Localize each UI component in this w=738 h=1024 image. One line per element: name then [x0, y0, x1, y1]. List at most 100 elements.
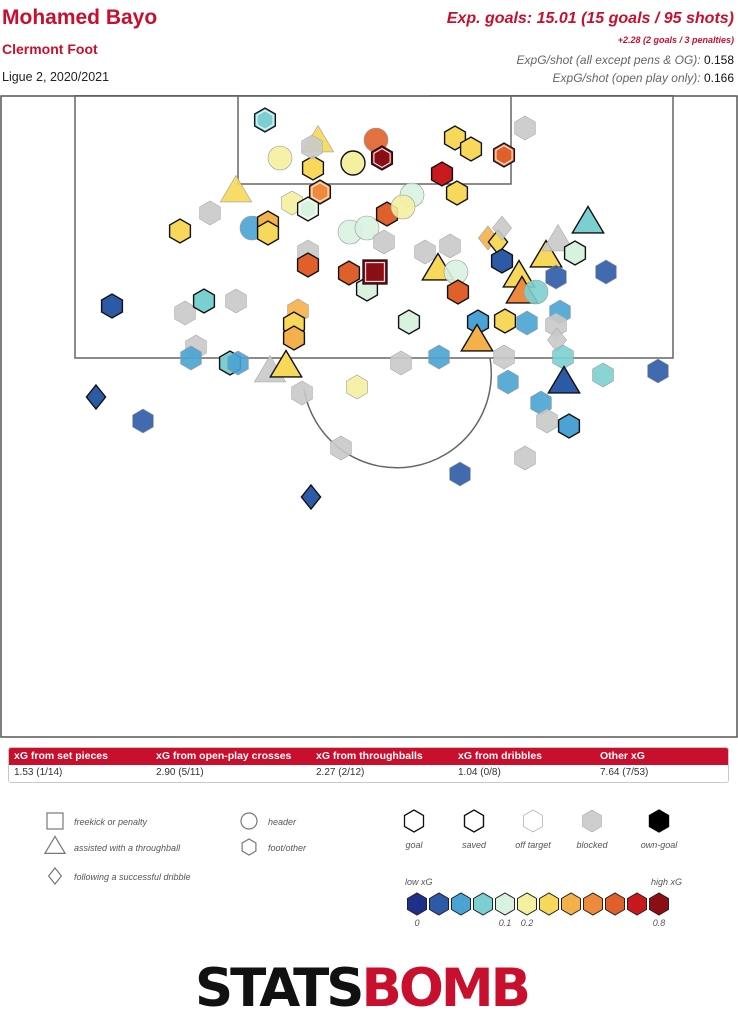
stat-label-dribbles: xG from dribbles	[458, 750, 543, 762]
shot-goal-hexagon	[370, 145, 394, 171]
team-name: Clermont Foot	[2, 41, 98, 57]
shot-blocked-hexagon	[439, 233, 461, 259]
shot-saved-hexagon	[296, 252, 320, 278]
shot-off-triangle	[219, 174, 253, 203]
shot-saved-hexagon	[256, 220, 280, 246]
legend-circle-label: header	[268, 817, 297, 827]
shot-goal-hexagon-goal-ring	[299, 199, 317, 219]
scale-swatch	[561, 892, 581, 916]
shot-blocked-hexagon	[390, 350, 412, 376]
legend-saved-icon	[463, 809, 485, 833]
competition: Ligue 2, 2020/2021	[2, 70, 110, 84]
xg-penalties: +2.28 (2 goals / 3 penalties)	[617, 35, 734, 45]
stat-label-throughballs: xG from throughballs	[316, 750, 423, 762]
xg-breakdown-header: xG from set pieces xG from open-play cro…	[9, 748, 728, 765]
shot-blocked-triangle	[541, 223, 575, 252]
scale-swatch	[605, 892, 625, 916]
shot-saved-hexagon	[557, 413, 581, 439]
legend-triangle-label: assisted with a throughball	[74, 843, 181, 853]
xg-per-shot-value: 0.158	[703, 53, 734, 67]
scale-tick-label: 0.8	[653, 918, 666, 928]
scale-swatch	[517, 892, 537, 916]
legend-off-label: off target	[515, 840, 551, 850]
shot-blocked-hexagon	[414, 239, 436, 265]
shot-blocked-hexagon	[199, 200, 221, 226]
shot-blocked-hexagon	[514, 115, 536, 141]
shot-blocked-hexagon	[330, 435, 352, 461]
legend-diamond-icon	[47, 867, 63, 885]
legend-outcomes: goal saved off target blocked own-goal	[403, 809, 678, 850]
stat-value-throughballs: 2.27 (2/12)	[316, 767, 365, 778]
legend-hexagon-icon	[241, 838, 257, 856]
scale-swatch	[451, 892, 471, 916]
shot-blocked-hexagon	[373, 229, 395, 255]
shot-saved-triangle	[529, 239, 563, 268]
shot-off-hexagon	[497, 369, 519, 395]
scale-tick-label: 0.1	[499, 918, 512, 928]
shot-saved-diamond	[85, 383, 107, 411]
stat-value-set-pieces: 1.53 (1/14)	[14, 767, 63, 778]
legend-circle-icon	[240, 812, 258, 830]
shot-off-hexagon	[227, 350, 249, 376]
scale-swatch	[473, 892, 493, 916]
xg-per-shot-label: ExpG/shot (all except pens & OG):	[516, 53, 701, 67]
shot-off-circle	[523, 279, 549, 305]
shot-saved-diamond	[300, 483, 322, 511]
legend-triangle-icon	[43, 835, 67, 855]
xg-breakdown-values: 1.53 (1/14) 2.90 (5/11) 2.27 (2/12) 1.04…	[9, 765, 728, 782]
shot-off-hexagon	[449, 461, 471, 487]
shot-blocked-hexagon	[536, 408, 558, 434]
shot-blocked-hexagon	[225, 288, 247, 314]
legend-own-icon	[648, 809, 670, 833]
shot-off-hexagon	[516, 310, 538, 336]
shot-off-hexagon	[545, 264, 567, 290]
legend-square-icon	[46, 812, 64, 830]
player-name: Mohamed Bayo	[2, 6, 158, 29]
shot-saved-hexagon	[337, 260, 361, 286]
stat-label-crosses: xG from open-play crosses	[156, 750, 292, 762]
shot-blocked-hexagon	[291, 380, 313, 406]
penalty-arc	[303, 357, 493, 469]
shot-off-hexagon	[346, 374, 368, 400]
legend-off-icon	[523, 809, 543, 833]
statsbomb-logo: STATSBOMB	[195, 958, 531, 1019]
shot-goal-hexagon-goal-ring	[256, 110, 274, 130]
shot-off-circle	[354, 215, 380, 241]
stat-value-crosses: 2.90 (5/11)	[156, 767, 204, 778]
shot-blocked-hexagon	[493, 344, 515, 370]
xg-breakdown-table: xG from set pieces xG from open-play cro…	[8, 747, 729, 783]
shot-saved-hexagon	[563, 240, 587, 266]
scale-swatch	[429, 892, 449, 916]
shot-goal-square	[362, 259, 388, 285]
xg-open-play: ExpG/shot (open play only): 0.166	[553, 71, 734, 85]
shot-saved-triangle	[460, 323, 494, 352]
shot-saved-hexagon	[490, 248, 514, 274]
shots-layer	[85, 107, 669, 511]
shot-off-circle	[267, 145, 293, 171]
shot-saved-hexagon	[168, 218, 192, 244]
shot-goal-square-goal-ring	[365, 262, 385, 282]
shot-saved-hexagon	[446, 279, 470, 305]
shot-off-hexagon	[595, 259, 617, 285]
shot-blocked-diamond	[492, 215, 512, 241]
shot-saved-hexagon	[192, 288, 216, 314]
xg-headline: Exp. goals: 15.01 (15 goals / 95 shots)	[446, 10, 734, 27]
legend-blocked-label: blocked	[576, 840, 608, 850]
shot-saved-hexagon	[445, 180, 469, 206]
scale-swatch	[495, 892, 515, 916]
scale-low-label: low xG	[405, 877, 433, 887]
shot-saved-circle	[340, 150, 366, 176]
legend-saved-label: saved	[462, 840, 487, 850]
six-yard-box	[237, 95, 512, 185]
shot-off-hexagon	[647, 358, 669, 384]
shot-goal-hexagon	[492, 142, 516, 168]
xg-open-label: ExpG/shot (open play only):	[552, 71, 701, 85]
shot-saved-hexagon	[301, 155, 325, 181]
legend-goal-label: goal	[405, 840, 423, 850]
legend: freekick or penalty assisted with a throu…	[43, 809, 682, 928]
legend-goal-icon-goal-ring	[406, 811, 422, 831]
xg-per-shot: ExpG/shot (all except pens & OG): 0.158	[517, 53, 734, 67]
shot-off-hexagon	[180, 345, 202, 371]
shot-off-hexagon	[428, 344, 450, 370]
shot-saved-hexagon	[397, 309, 421, 335]
